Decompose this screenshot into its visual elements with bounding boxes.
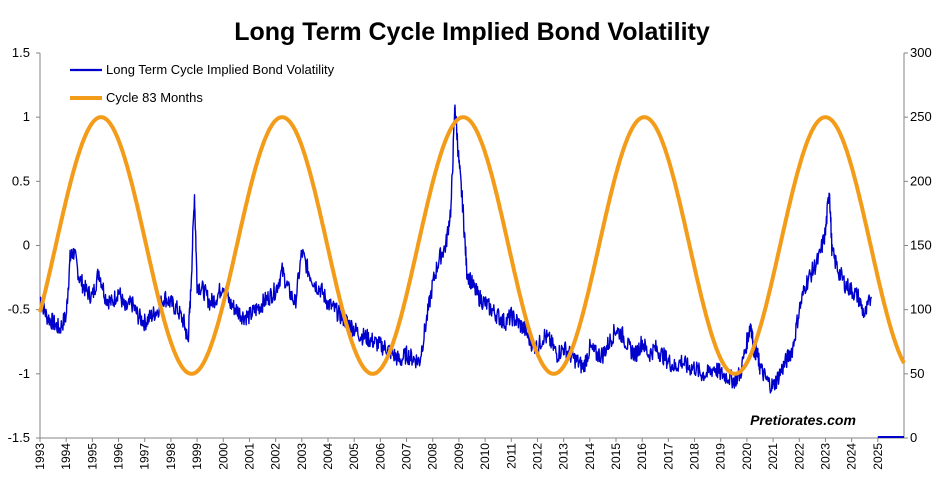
left-axis-ticks: 1.5 1 0.5 0 -0.5 -1 -1.5: [8, 45, 40, 445]
x-tick-label: 2010: [478, 443, 492, 470]
legend: Long Term Cycle Implied Bond Volatility C…: [70, 62, 335, 105]
x-tick-label: 2019: [714, 443, 728, 470]
right-tick-label: 150: [910, 238, 932, 253]
plot-area: [38, 104, 906, 438]
right-axis-ticks: 300 250 200 150 100 50 0: [904, 45, 932, 445]
left-tick-label: 0.5: [12, 173, 30, 188]
legend-item-cycle-83-months: Cycle 83 Months: [70, 90, 203, 105]
x-tick-label: 2000: [216, 443, 230, 470]
x-tick-label: 2009: [452, 443, 466, 470]
x-tick-label: 1998: [164, 443, 178, 470]
x-tick-label: 2024: [845, 443, 859, 470]
left-tick-label: -1.5: [8, 430, 30, 445]
left-tick-label: 1.5: [12, 45, 30, 60]
x-tick-label: 1996: [112, 443, 126, 470]
x-tick-label: 1993: [33, 443, 47, 470]
x-tick-label: 1994: [59, 443, 73, 470]
chart-title: Long Term Cycle Implied Bond Volatility: [234, 18, 710, 46]
x-tick-label: 2001: [242, 443, 256, 470]
x-tick-label: 2002: [269, 443, 283, 470]
x-tick-label: 2003: [295, 443, 309, 470]
x-tick-label: 2015: [609, 443, 623, 470]
left-tick-label: -0.5: [8, 302, 30, 317]
x-tick-label: 2008: [426, 443, 440, 470]
left-tick-label: 1: [23, 109, 30, 124]
right-tick-label: 0: [910, 430, 917, 445]
x-tick-label: 2021: [766, 443, 780, 470]
x-tick-label: 2022: [792, 443, 806, 470]
x-tick-label: 2007: [400, 443, 414, 470]
x-tick-label: 2017: [661, 443, 675, 470]
series-line-implied-bond-volatility: [39, 104, 872, 394]
x-tick-label: 1999: [190, 443, 204, 470]
watermark: Pretiorates.com: [750, 412, 856, 428]
right-tick-label: 100: [910, 302, 932, 317]
x-tick-label: 2023: [818, 443, 832, 470]
x-tick-label: 2011: [504, 443, 518, 469]
right-tick-label: 50: [910, 366, 924, 381]
x-tick-label: 2013: [557, 443, 571, 470]
x-tick-label: 1995: [85, 443, 99, 470]
x-tick-label: 2014: [583, 443, 597, 470]
left-tick-label: -1: [18, 366, 30, 381]
right-tick-label: 200: [910, 173, 932, 188]
right-tick-label: 250: [910, 109, 932, 124]
x-tick-label: 2006: [373, 443, 387, 470]
x-tick-label: 2005: [347, 443, 361, 470]
legend-label: Long Term Cycle Implied Bond Volatility: [106, 62, 335, 77]
legend-item-implied-bond-volatility: Long Term Cycle Implied Bond Volatility: [70, 62, 335, 77]
x-tick-label: 2004: [321, 443, 335, 470]
legend-label: Cycle 83 Months: [106, 90, 203, 105]
x-tick-label: 1997: [138, 443, 152, 470]
x-tick-label: 2012: [530, 443, 544, 470]
right-tick-label: 300: [910, 45, 932, 60]
x-tick-label: 2025: [871, 443, 885, 470]
x-axis-ticks: 1993 1994 1995 1996 1997 1998 1999 2000 2001 2002…: [33, 438, 885, 470]
x-tick-label: 2020: [740, 443, 754, 470]
x-tick-label: 2018: [688, 443, 702, 470]
x-tick-label: 2016: [635, 443, 649, 470]
series-line-cycle-83-months: [38, 115, 906, 376]
left-tick-label: 0: [23, 238, 30, 253]
